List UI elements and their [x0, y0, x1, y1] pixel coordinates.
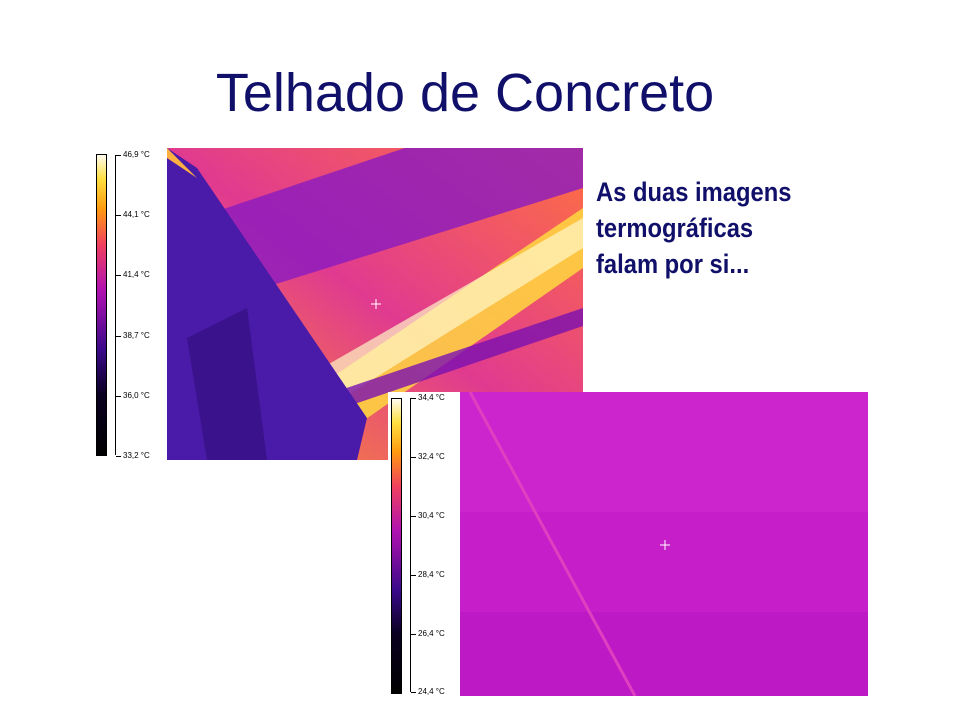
crosshair-icon [660, 540, 670, 550]
scale-label: 32,4 °C [411, 452, 445, 461]
thermal-picture [460, 392, 868, 696]
scale-axis [410, 398, 411, 692]
scale-label: 34,4 °C [411, 393, 445, 402]
scale-label: 30,4 °C [411, 511, 445, 520]
scale-label: 46,9 °C [116, 150, 150, 159]
scale-label: 24,4 °C [411, 687, 445, 696]
caption-line: termográficas [596, 213, 754, 243]
scale-label: 38,7 °C [116, 331, 150, 340]
thermal-image-1: 46,9 °C 44,1 °C 41,4 °C 38,7 °C 36,0 °C … [90, 146, 584, 462]
scale-label: 41,4 °C [116, 270, 150, 279]
scale-label: 26,4 °C [411, 629, 445, 638]
thermal-image-2: 34,4 °C 32,4 °C 30,4 °C 28,4 °C 26,4 °C … [388, 392, 870, 698]
slide-title: Telhado de Concreto [215, 63, 715, 123]
caption-line: As duas imagens [596, 177, 792, 207]
scale-label: 28,4 °C [411, 570, 445, 579]
color-scale-bar [391, 398, 402, 694]
caption-line: falam por si... [596, 249, 750, 279]
color-scale-bar [96, 154, 107, 456]
crosshair-icon [371, 299, 381, 309]
scale-label: 33,2 °C [116, 451, 150, 460]
slide-caption: As duas imagens termográficas falam por … [596, 174, 791, 282]
scale-label: 36,0 °C [116, 391, 150, 400]
scale-label: 44,1 °C [116, 210, 150, 219]
scale-axis [115, 155, 116, 455]
thermal-picture [167, 148, 583, 460]
